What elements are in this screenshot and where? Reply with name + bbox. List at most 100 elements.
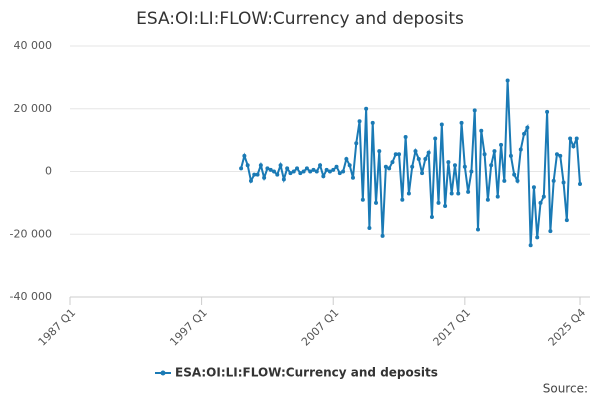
data-point bbox=[239, 166, 244, 171]
data-point bbox=[538, 200, 543, 205]
data-point bbox=[364, 106, 369, 111]
data-point bbox=[433, 136, 438, 141]
data-point bbox=[370, 120, 375, 125]
data-point bbox=[314, 169, 319, 174]
data-point bbox=[423, 156, 428, 161]
x-tick-label: 2025 Q4 bbox=[546, 306, 589, 349]
x-tick-label: 2017 Q1 bbox=[431, 306, 474, 349]
data-point bbox=[304, 166, 309, 171]
x-tick-label: 2007 Q1 bbox=[299, 306, 342, 349]
data-point bbox=[416, 156, 421, 161]
data-point bbox=[383, 164, 388, 169]
data-point bbox=[403, 134, 408, 139]
data-point bbox=[476, 227, 480, 232]
data-point bbox=[426, 150, 431, 155]
data-point bbox=[390, 160, 395, 165]
data-point bbox=[374, 200, 378, 205]
y-tick-label: 20 000 bbox=[14, 102, 53, 115]
data-point bbox=[443, 204, 448, 209]
data-point bbox=[281, 177, 286, 182]
data-point bbox=[439, 122, 444, 127]
data-point bbox=[469, 169, 474, 174]
data-point bbox=[258, 163, 263, 168]
data-point bbox=[354, 141, 359, 146]
data-point bbox=[387, 166, 392, 171]
data-point bbox=[245, 163, 250, 168]
data-point bbox=[252, 172, 257, 177]
source: Source: bbox=[543, 382, 588, 396]
data-point bbox=[377, 149, 382, 154]
data-point bbox=[406, 191, 411, 196]
x-tick-label: 1997 Q1 bbox=[167, 306, 210, 349]
y-tick-label: -20 000 bbox=[10, 227, 52, 240]
data-point bbox=[512, 172, 517, 177]
data-point bbox=[525, 125, 530, 130]
data-point bbox=[548, 229, 553, 234]
data-point bbox=[535, 235, 540, 240]
data-point bbox=[568, 136, 573, 141]
data-point bbox=[528, 243, 533, 248]
series-line bbox=[240, 80, 581, 246]
data-point bbox=[367, 225, 372, 230]
data-point bbox=[334, 164, 339, 169]
data-point bbox=[518, 147, 523, 152]
data-point bbox=[341, 169, 346, 174]
data-point bbox=[551, 178, 556, 183]
data-point bbox=[337, 171, 342, 176]
data-point bbox=[248, 178, 253, 183]
data-point bbox=[268, 167, 273, 172]
legend-marker bbox=[160, 370, 166, 376]
data-point bbox=[272, 169, 276, 174]
data-point bbox=[350, 175, 355, 180]
data-point bbox=[298, 171, 303, 176]
data-point bbox=[344, 156, 349, 161]
data-point bbox=[327, 169, 332, 174]
data-point bbox=[242, 153, 247, 158]
data-point bbox=[265, 166, 270, 171]
data-point bbox=[489, 163, 494, 168]
data-point bbox=[495, 194, 500, 199]
legend-label[interactable]: ESA:OI:LI:FLOW:Currency and deposits bbox=[175, 366, 438, 380]
y-tick-label: 40 000 bbox=[14, 39, 53, 52]
x-tick-label: 1987 Q1 bbox=[36, 306, 79, 349]
data-point bbox=[459, 120, 464, 125]
data-point bbox=[288, 171, 293, 176]
data-point bbox=[522, 131, 527, 136]
data-point bbox=[410, 164, 415, 169]
data-point bbox=[449, 191, 454, 196]
data-point bbox=[452, 163, 457, 168]
data-point bbox=[331, 167, 336, 172]
data-point bbox=[380, 233, 385, 238]
data-point bbox=[420, 171, 425, 176]
data-point bbox=[311, 167, 316, 172]
data-point bbox=[492, 149, 497, 154]
data-point bbox=[485, 197, 490, 202]
data-point bbox=[436, 200, 441, 205]
data-point bbox=[400, 197, 405, 202]
data-point bbox=[275, 172, 280, 177]
data-point bbox=[515, 178, 520, 183]
data-point bbox=[262, 175, 267, 180]
data-point bbox=[278, 163, 283, 168]
y-tick-label: 0 bbox=[45, 165, 52, 178]
data-point bbox=[554, 152, 559, 157]
data-point bbox=[479, 128, 484, 133]
data-point bbox=[561, 180, 566, 185]
data-point bbox=[446, 160, 451, 165]
data-point bbox=[462, 164, 467, 169]
data-point bbox=[574, 136, 579, 141]
chart-title: ESA:OI:LI:FLOW:Currency and deposits bbox=[136, 9, 464, 29]
data-point bbox=[255, 172, 260, 177]
data-point bbox=[301, 169, 306, 174]
data-point bbox=[429, 214, 434, 219]
data-point bbox=[545, 109, 550, 114]
data-point bbox=[347, 163, 352, 168]
data-point bbox=[324, 167, 329, 172]
data-point bbox=[357, 119, 362, 124]
data-point bbox=[564, 218, 569, 223]
data-point bbox=[321, 174, 326, 179]
data-point bbox=[499, 142, 504, 147]
data-point bbox=[531, 185, 536, 190]
data-point bbox=[318, 163, 323, 168]
